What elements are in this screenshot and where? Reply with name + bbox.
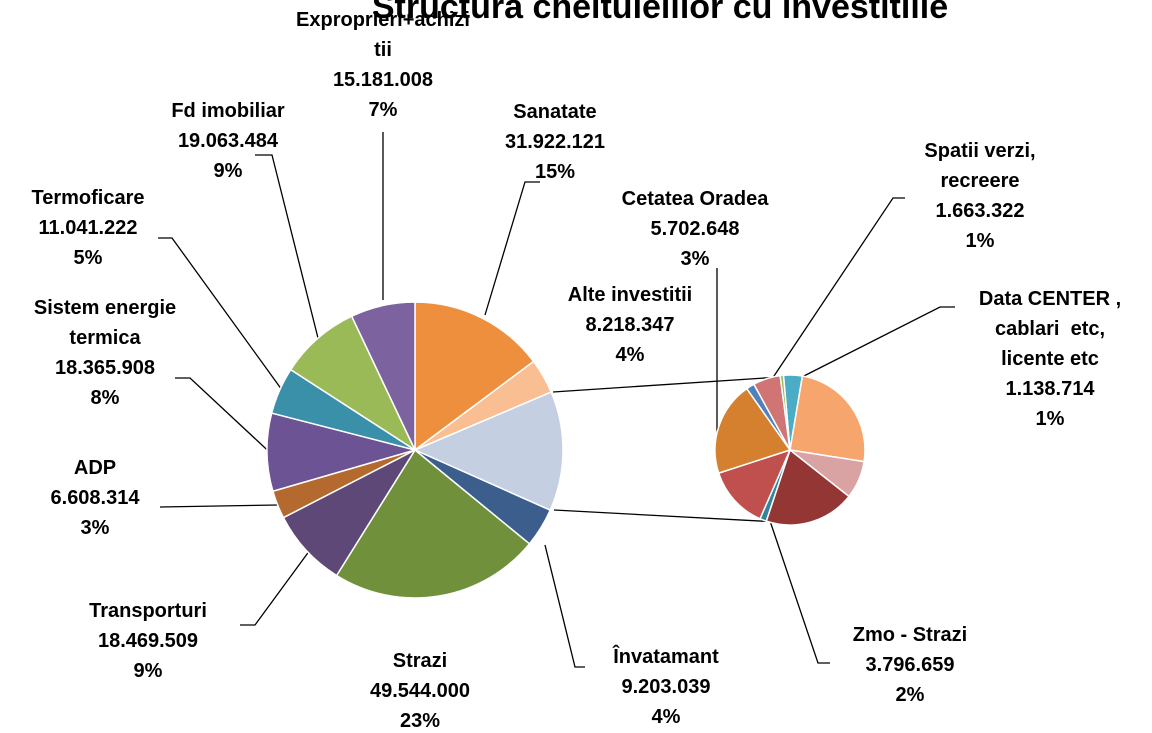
data-label: Sistem energie termica 18.365.908 8% <box>34 293 176 413</box>
chart-title: Structura cheltuielilor cu investitiile <box>372 0 948 26</box>
label-name: Zmo - Strazi <box>852 624 968 646</box>
data-label: Fd imobiliar 19.063.484 9% <box>171 96 284 186</box>
pie-slice <box>413 391 564 512</box>
pie-slice <box>779 374 791 451</box>
pie-slice <box>717 448 792 520</box>
label-name: Termoficare <box>31 187 145 209</box>
data-label: Data CENTER , cablari etc, licente etc 1.… <box>979 284 1121 434</box>
label-percent: 2% <box>895 684 925 706</box>
label-value: 3.796.659 <box>865 654 955 676</box>
label-name: Sanatate <box>513 101 597 123</box>
pie-slice <box>414 301 535 452</box>
label-name: Transporturi <box>89 600 207 622</box>
label-value: 19.063.484 <box>177 130 279 152</box>
leader-line <box>255 154 319 339</box>
data-label: Spatii verzi, recreere 1.663.322 1% <box>924 136 1035 256</box>
data-label: ADP 6.608.314 3% <box>51 453 140 543</box>
label-name: Sistem energie termica <box>33 297 177 349</box>
label-value: 9.203.039 <box>621 676 711 698</box>
label-percent: 8% <box>90 387 120 409</box>
data-label: Învatamant 9.203.039 4% <box>613 642 719 732</box>
label-value: 5.702.648 <box>650 218 740 240</box>
label-name: ADP <box>73 457 117 479</box>
leader-line <box>544 544 585 668</box>
data-label: Alte investitii 8.218.347 4% <box>568 280 692 370</box>
label-name: Alte investitii <box>567 284 693 306</box>
leader-line <box>159 504 279 508</box>
data-label: Transporturi 18.469.509 9% <box>89 596 207 686</box>
label-value: 1.138.714 <box>1005 378 1095 400</box>
label-value: 18.469.509 <box>97 630 199 652</box>
data-label: Zmo - Strazi 3.796.659 2% <box>853 620 967 710</box>
data-label: Strazi 49.544.000 23% <box>370 646 470 733</box>
leader-line <box>795 306 955 381</box>
label-percent: 9% <box>213 160 243 182</box>
pie-slice <box>765 448 850 526</box>
label-name: Spatii verzi, recreere <box>924 140 1036 192</box>
data-label: Cetatea Oradea 5.702.648 3% <box>622 184 769 274</box>
label-name: Învatamant <box>613 646 719 668</box>
label-value: 11.041.222 <box>38 217 138 239</box>
label-value: 8.218.347 <box>585 314 675 336</box>
pie-slice <box>289 315 417 453</box>
label-value: 6.608.314 <box>50 487 140 509</box>
leader-lines <box>158 132 955 668</box>
leader-line <box>484 181 540 316</box>
pie-slice <box>789 375 866 463</box>
data-label: Sanatate 31.922.121 15% <box>505 97 605 187</box>
leader-line <box>767 514 830 664</box>
label-percent: 9% <box>133 660 163 682</box>
label-value: 31.922.121 <box>504 131 606 153</box>
label-name: Strazi <box>392 650 448 672</box>
leader-line <box>240 549 311 626</box>
label-percent: 4% <box>651 706 681 728</box>
label-name: Data CENTER , cablari etc, licente etc <box>978 288 1122 370</box>
connector-line <box>552 376 781 393</box>
label-percent: 1% <box>965 230 995 252</box>
label-percent: 3% <box>680 248 710 270</box>
label-name: Cetatea Oradea <box>621 188 769 210</box>
connector-line <box>553 509 779 523</box>
label-value: 15.181.008 <box>332 69 434 91</box>
label-value: 1.663.322 <box>935 200 1025 222</box>
leader-line <box>175 377 279 461</box>
label-percent: 23% <box>399 710 441 732</box>
label-percent: 7% <box>368 99 398 121</box>
pie-slice <box>335 448 531 599</box>
pie-slice <box>714 387 792 475</box>
label-percent: 15% <box>534 161 576 183</box>
pie-slice <box>350 301 416 451</box>
label-percent: 1% <box>1035 408 1065 430</box>
label-value: 49.544.000 <box>369 680 471 702</box>
data-label: Termoficare 11.041.222 5% <box>31 183 144 273</box>
leader-line <box>158 237 283 391</box>
leader-line <box>769 197 905 383</box>
label-name: Fd imobiliar <box>171 100 285 122</box>
label-percent: 5% <box>73 247 103 269</box>
data-label: Exproprieri+achizi tii 15.181.008 7% <box>296 5 470 125</box>
label-percent: 4% <box>615 344 645 366</box>
label-name: Exproprieri+achizi tii <box>296 9 470 61</box>
label-value: 18.365.908 <box>54 357 156 379</box>
label-percent: 3% <box>80 517 110 539</box>
